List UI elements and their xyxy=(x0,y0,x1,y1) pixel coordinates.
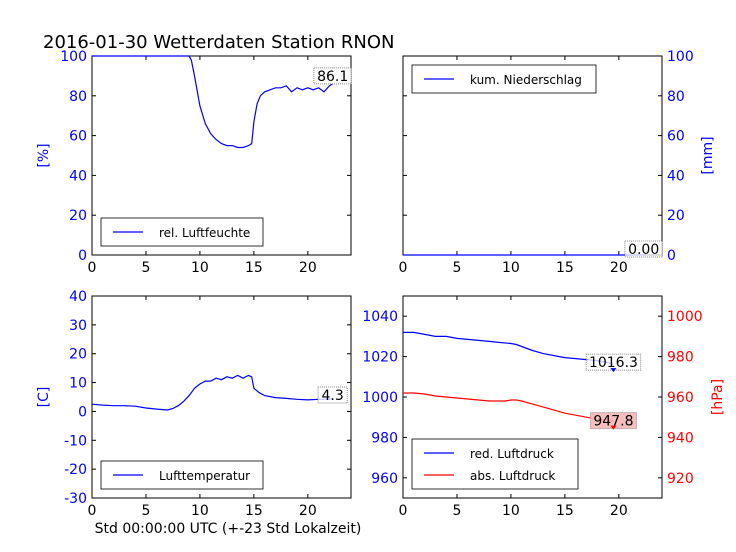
x-tick-label: 20 xyxy=(299,260,317,276)
x-tick-label: 15 xyxy=(245,260,263,276)
legend-box xyxy=(411,438,579,490)
legend-label: kum. Niederschlag xyxy=(470,73,582,87)
x-tick-label: 0 xyxy=(399,503,408,519)
secondary-y-tick-label: 980 xyxy=(667,350,694,366)
y-tick-label: 60 xyxy=(69,129,87,145)
y-tick-label: 0 xyxy=(78,404,87,420)
secondary-y-tick-label: 1000 xyxy=(667,309,703,325)
y-tick-label: 20 xyxy=(69,208,87,224)
legend-label: abs. Luftdruck xyxy=(470,469,555,483)
y-axis-label: [%] xyxy=(36,143,52,167)
last-value-box xyxy=(313,67,352,85)
series-line xyxy=(92,55,333,149)
x-tick-label: 0 xyxy=(88,260,97,276)
x-tick-label: 10 xyxy=(502,260,520,276)
panel-pressure: 0 5 10 15 20 960 980 1000 1020 1040 920 940 960 980 10… xyxy=(362,295,726,519)
y-tick-label: 20 xyxy=(667,208,685,224)
last-value-label: 947.8 xyxy=(593,414,633,430)
y-tick-label: -10 xyxy=(64,433,87,449)
y-tick-label: 10 xyxy=(69,376,87,392)
panel-humidity: 0 5 10 15 20 0 20 40 60 80 100 [%] 86.1 rel. Luftfeuc… xyxy=(36,49,352,276)
last-value-marker xyxy=(610,368,617,373)
chart-title: 2016-01-30 Wetterdaten Station RNON xyxy=(43,32,394,53)
last-value-box xyxy=(317,386,348,404)
legend-label: red. Luftdruck xyxy=(470,447,554,461)
legend-label: rel. Luftfeuchte xyxy=(159,226,250,240)
x-tick-label: 5 xyxy=(141,260,150,276)
last-value-label: 0.00 xyxy=(628,242,659,258)
x-tick-label: 0 xyxy=(399,260,408,276)
y-tick-label: 100 xyxy=(667,49,694,65)
last-value-marker xyxy=(610,425,617,430)
x-tick-label: 15 xyxy=(245,503,263,519)
y-tick-label: 100 xyxy=(60,49,87,65)
series-line xyxy=(403,331,614,365)
legend-label: Lufttemperatur xyxy=(159,469,250,483)
y-tick-label: 80 xyxy=(69,89,87,105)
y-tick-label: 960 xyxy=(371,471,398,487)
plot-frame xyxy=(91,55,352,256)
panel-temperature: 0 5 10 15 20 -30 -20 -10 0 10 20 30 40 [C] 4.3 Lufttemp… xyxy=(36,289,352,519)
secondary-y-tick-label: 920 xyxy=(667,471,694,487)
x-tick-label: 15 xyxy=(556,503,574,519)
y-tick-label: -20 xyxy=(64,462,87,478)
x-tick-label: 5 xyxy=(452,503,461,519)
x-tick-label: 10 xyxy=(191,260,209,276)
x-tick-label: 10 xyxy=(191,503,209,519)
y-tick-label: 80 xyxy=(667,89,685,105)
panel-precip: 0 5 10 15 20 0 20 40 60 80 100 [mm] 0.00 kum. Nieders… xyxy=(399,49,716,276)
last-value-label: 4.3 xyxy=(322,388,344,404)
y-tick-label: 980 xyxy=(371,430,398,446)
secondary-y-tick-label: 940 xyxy=(667,430,694,446)
y-axis-label: [hPa] xyxy=(710,379,726,415)
plot-frame xyxy=(91,295,352,499)
x-tick-label: 5 xyxy=(452,260,461,276)
y-axis-label: [mm] xyxy=(700,136,716,174)
y-tick-label: 40 xyxy=(69,168,87,184)
x-tick-label: 20 xyxy=(610,260,628,276)
y-tick-label: 0 xyxy=(667,248,676,264)
y-tick-label: 20 xyxy=(69,347,87,363)
x-tick-label: 0 xyxy=(88,503,97,519)
y-tick-label: 30 xyxy=(69,318,87,334)
y-tick-label: 1000 xyxy=(362,390,398,406)
y-tick-label: 40 xyxy=(667,168,685,184)
x-tick-label: 10 xyxy=(502,503,520,519)
x-tick-label: 15 xyxy=(556,260,574,276)
y-tick-label: 1020 xyxy=(362,350,398,366)
secondary-y-tick-label: 960 xyxy=(667,390,694,406)
y-axis-label: [C] xyxy=(36,387,52,408)
last-value-label: 1016.3 xyxy=(589,355,638,371)
x-tick-label: 20 xyxy=(610,503,628,519)
series-line xyxy=(91,374,333,411)
last-value-label: 86.1 xyxy=(317,69,348,85)
x-axis-label: Std 00:00:00 UTC (+-23 Std Lokalzeit) xyxy=(95,521,362,537)
y-tick-label: 60 xyxy=(667,129,685,145)
y-tick-label: 1040 xyxy=(362,309,398,325)
y-tick-label: 0 xyxy=(78,248,87,264)
x-tick-label: 5 xyxy=(141,503,150,519)
y-tick-label: -30 xyxy=(64,491,87,507)
series-line xyxy=(403,392,614,423)
y-tick-label: 40 xyxy=(69,289,87,305)
x-tick-label: 20 xyxy=(299,503,317,519)
last-value-box xyxy=(624,240,663,258)
last-value-box xyxy=(585,353,642,371)
